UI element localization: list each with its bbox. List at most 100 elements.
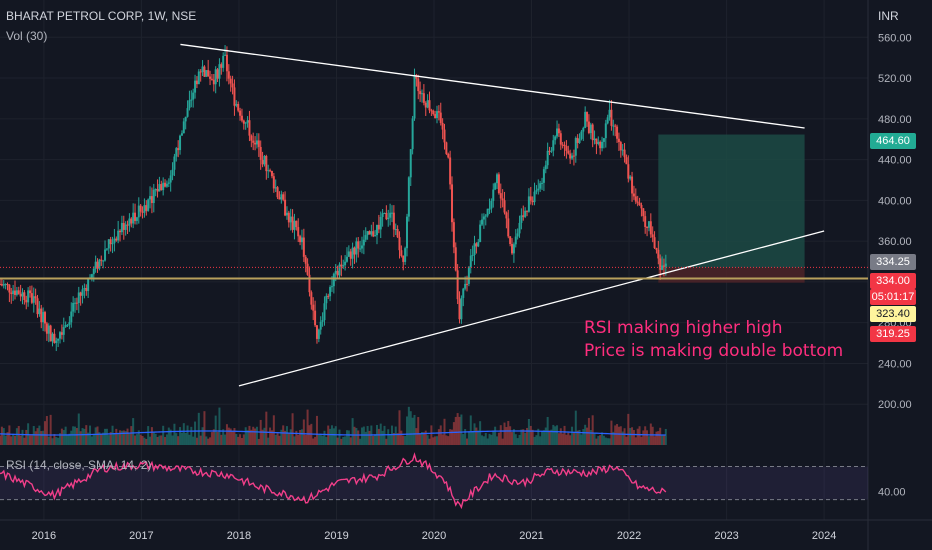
volume-bar (90, 436, 93, 445)
volume-bar (64, 426, 67, 445)
candle-body (439, 112, 442, 123)
volume-bar (100, 434, 103, 445)
volume-bar (72, 426, 75, 445)
candle-body (533, 191, 536, 203)
candle-body (336, 270, 339, 276)
volume-bar (342, 436, 345, 445)
volume-bar (8, 425, 11, 445)
volume-bar (135, 434, 138, 445)
candle-body (452, 222, 455, 248)
candle-body (85, 288, 88, 292)
volume-bar (415, 428, 418, 445)
volume-bar (122, 430, 125, 445)
candle-body (164, 182, 167, 187)
rsi-line (0, 452, 667, 510)
candle-body (642, 208, 645, 217)
x-tick-label: 2024 (812, 530, 836, 542)
candle-body (135, 217, 138, 221)
x-tick-label: 2017 (129, 530, 153, 542)
volume-bar (569, 435, 572, 445)
volume-bar (124, 431, 127, 445)
candle-body (314, 310, 317, 326)
candle-body (128, 218, 131, 226)
y-tick-label: 240.00 (878, 358, 912, 370)
candle-body (124, 224, 127, 230)
volume-bar (492, 430, 495, 445)
symbol-title: BHARAT PETROL CORP, 1W, NSE (6, 9, 197, 23)
candle-body (379, 216, 382, 230)
volume-bar (417, 417, 420, 445)
volume-bar (640, 436, 643, 445)
candle-body (623, 149, 626, 158)
candle-body (270, 170, 273, 177)
volume-bar (113, 433, 116, 445)
candle-body (481, 219, 484, 225)
target-zone (658, 134, 805, 268)
candle-body (542, 169, 545, 183)
volume-bar (496, 436, 499, 445)
candle-body (625, 157, 628, 165)
candle-body (387, 217, 390, 220)
volume-bar (92, 434, 95, 445)
candle-body (132, 212, 135, 224)
volume-bar (312, 438, 315, 445)
candle-body (454, 247, 457, 271)
candle-body (537, 188, 540, 191)
candle-body (512, 244, 515, 254)
volume-bar (533, 436, 536, 445)
volume-bar (434, 436, 437, 445)
volume-bar (120, 430, 123, 445)
volume-bar (503, 422, 506, 445)
volume-bar (254, 428, 257, 445)
volume-bar (304, 434, 307, 445)
volume-bar (426, 435, 429, 445)
candle-body (171, 169, 174, 176)
stop-price-badge: 319.25 (870, 326, 916, 342)
x-tick-label: 2023 (714, 530, 738, 542)
candle-body (291, 216, 294, 230)
volume-bar (30, 435, 33, 445)
volume-bar (657, 431, 660, 445)
volume-bar (520, 429, 523, 445)
candle-body (469, 255, 472, 268)
candle-body (561, 144, 564, 146)
candle-body (445, 142, 448, 154)
candle-body (25, 300, 28, 303)
volume-bar (524, 432, 527, 445)
volume-bar (272, 415, 275, 445)
candle-body (257, 140, 260, 147)
volume-bar (233, 428, 236, 445)
candle-body (282, 194, 285, 200)
candle-body (629, 176, 632, 179)
volume-bar (105, 428, 108, 445)
volume-indicator-label[interactable]: Vol (30) (6, 29, 48, 43)
candle-body (203, 66, 206, 77)
volume-bar (653, 436, 656, 445)
candle-body (184, 116, 187, 122)
volume-bar (539, 436, 542, 445)
candle-body (526, 210, 529, 212)
volume-bar (359, 438, 362, 445)
candle-body (173, 156, 176, 170)
rsi-indicator-label[interactable]: RSI (14, close, SMA, 14, 2) (6, 458, 152, 472)
volume-bar (651, 426, 654, 445)
candle-body (104, 249, 107, 261)
candle-body (246, 120, 249, 123)
volume-bar (169, 429, 172, 445)
volume-bar (145, 438, 148, 445)
volume-bar (297, 434, 300, 445)
volume-bar (631, 427, 634, 445)
volume-bar (210, 432, 213, 445)
volume-bar (270, 430, 273, 445)
volume-bar (109, 432, 112, 445)
resistance-trendline (180, 43, 805, 129)
candle-body (578, 138, 581, 143)
volume-bar (629, 427, 632, 445)
volume-bar (158, 435, 161, 445)
candle-body (36, 298, 39, 315)
volume-bar (582, 429, 585, 445)
candle-body (212, 79, 215, 85)
volume-bar (529, 425, 532, 445)
volume-bar (321, 435, 324, 445)
